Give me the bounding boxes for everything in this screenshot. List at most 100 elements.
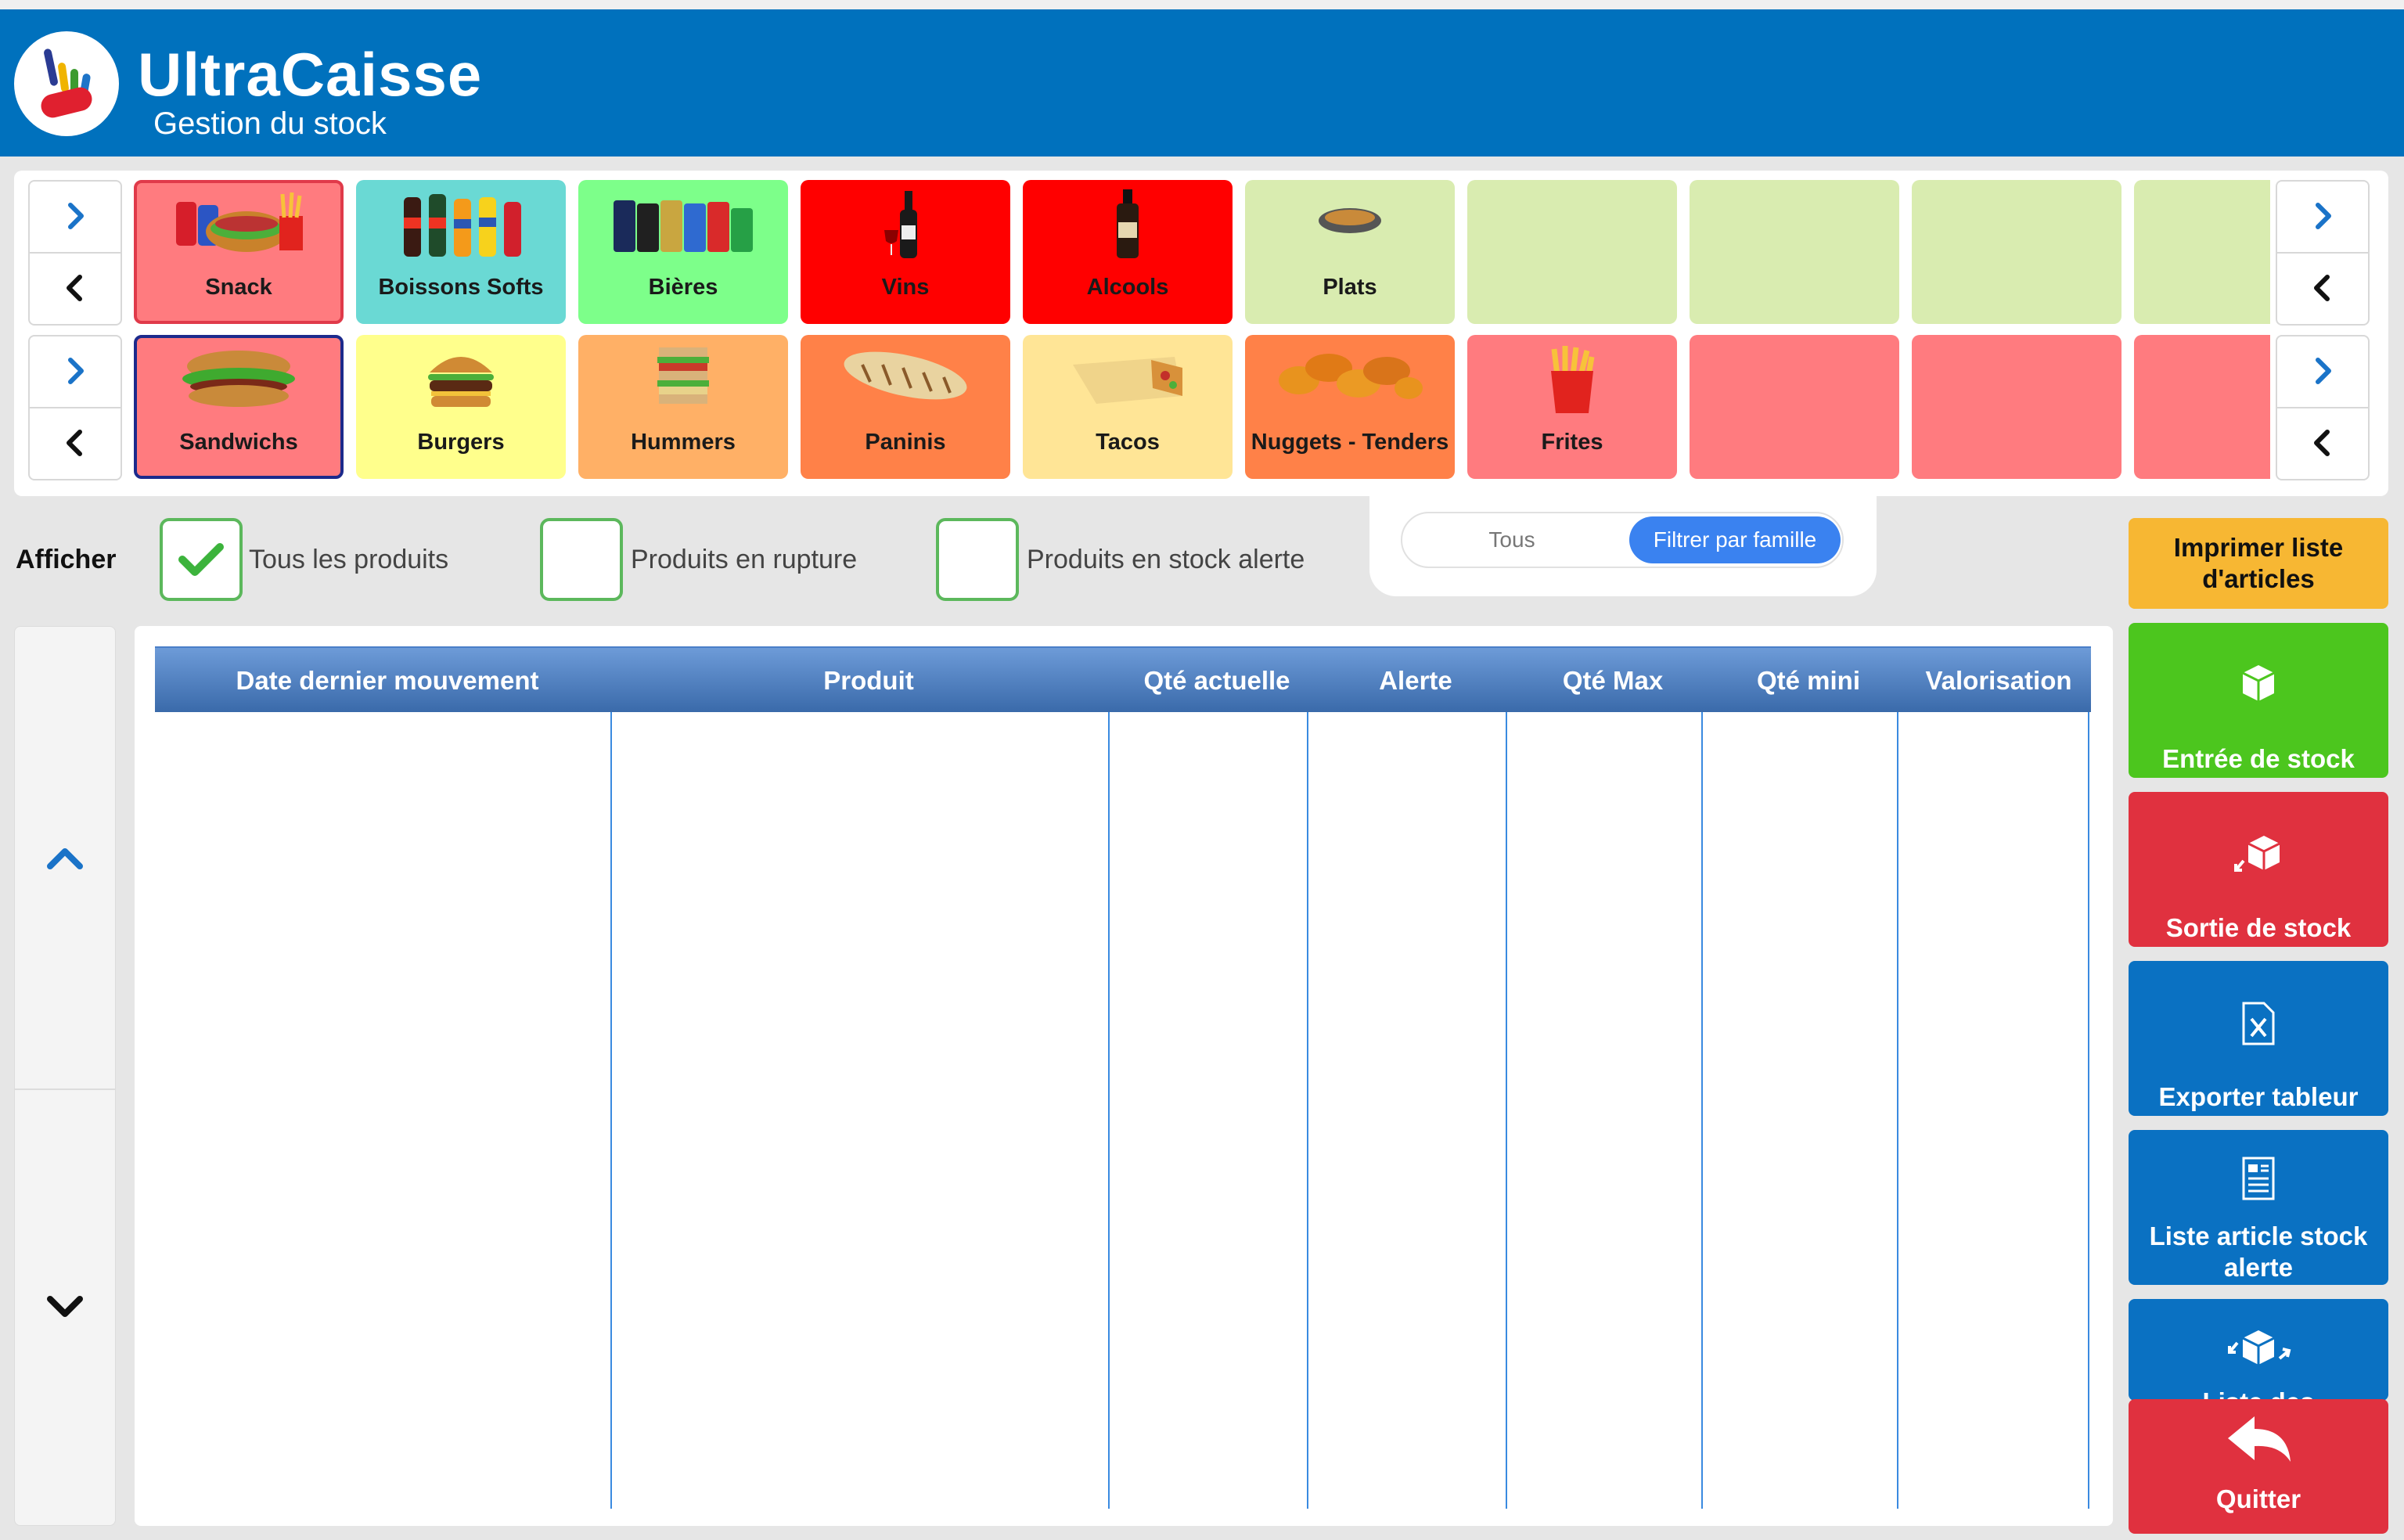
table-header: Date dernier mouvement Produit Qté actue… (155, 646, 2091, 712)
tile-label: Burgers (417, 430, 505, 455)
export-spreadsheet-button[interactable]: Exporter tableur (2129, 961, 2388, 1116)
table-scroll-column (14, 626, 116, 1526)
column-divider (1897, 712, 1898, 1509)
nuggets-image-icon (1276, 341, 1424, 416)
print-list-button[interactable]: Imprimer liste d'articles (2129, 518, 2388, 609)
button-label: Exporter tableur (2158, 1082, 2359, 1111)
scroll-divider (15, 1088, 115, 1090)
chevron-right-icon (68, 358, 84, 384)
family-tile-empty[interactable] (1912, 180, 2121, 324)
tile-label: Bières (648, 275, 718, 300)
scroll-down-button[interactable] (15, 1090, 115, 1525)
boxes-icon (2223, 1327, 2294, 1375)
families-nav-left (28, 180, 122, 326)
tile-label: Snack (205, 275, 272, 300)
spreadsheet-file-icon (2240, 1002, 2276, 1049)
nav-divider (30, 252, 121, 254)
toggle-filtrer-par-famille[interactable]: Filtrer par famille (1629, 516, 1841, 563)
tile-label: Hummers (631, 430, 736, 455)
column-header-produit[interactable]: Produit (823, 666, 914, 695)
button-label: Quitter (2215, 1484, 2301, 1513)
app-title: UltraCaisse (138, 40, 483, 109)
family-tile-boissons-softs[interactable]: Boissons Softs (356, 180, 566, 324)
beer-cans-image-icon (609, 186, 758, 262)
subfamily-tile-empty[interactable] (1690, 335, 1899, 479)
family-tile-vins[interactable]: Vins (801, 180, 1010, 324)
soft-drinks-image-icon (387, 186, 535, 265)
column-divider (1307, 712, 1308, 1509)
chevron-down-icon (47, 1296, 83, 1317)
column-header-qte-max[interactable]: Qté Max (1562, 666, 1664, 695)
subfamily-tile-frites[interactable]: Frites (1467, 335, 1677, 479)
app-header: UltraCaisse Gestion du stock (0, 9, 2404, 157)
column-header-qte-actuelle[interactable]: Qté actuelle (1143, 666, 1290, 695)
chevron-left-icon (2314, 430, 2330, 456)
column-divider (1701, 712, 1703, 1509)
tile-label: Sandwichs (179, 430, 298, 455)
subfamilies-nav-left (28, 335, 122, 480)
toggle-tous[interactable]: Tous (1488, 527, 1535, 552)
family-tile-plats[interactable]: Plats (1245, 180, 1455, 324)
movements-list-button[interactable]: Liste des (2129, 1299, 2388, 1401)
subfamily-tile-tacos[interactable]: Tacos (1023, 335, 1233, 479)
fries-image-icon (1545, 341, 1600, 420)
subfamilies-next-button-right[interactable] (2277, 336, 2368, 405)
subfamily-tile-paninis[interactable]: Paninis (801, 335, 1010, 479)
filter-toggle: Tous Filtrer par famille (1401, 512, 1844, 568)
checkbox-tous-les-produits[interactable] (160, 518, 243, 601)
family-tile-empty[interactable] (1467, 180, 1677, 324)
tile-label: Alcools (1086, 275, 1169, 300)
subfamily-tile-empty[interactable] (2134, 335, 2270, 479)
box-out-icon (2231, 833, 2286, 880)
family-tile-empty[interactable] (1690, 180, 1899, 324)
subfamily-tile-nuggets-tenders[interactable]: Nuggets - Tenders (1245, 335, 1455, 479)
alert-list-button[interactable]: Liste article stock alerte (2129, 1130, 2388, 1285)
checkmark-icon (178, 543, 224, 576)
subfamilies-prev-button[interactable] (30, 408, 121, 477)
button-label: Liste article stock alerte (2149, 1222, 2368, 1282)
subfamily-tile-hummers[interactable]: Hummers (578, 335, 788, 479)
tile-label: Tacos (1096, 430, 1160, 455)
tile-label: Plats (1323, 275, 1377, 300)
chevron-up-icon (47, 848, 83, 869)
family-tile-alcools[interactable]: Alcools (1023, 180, 1233, 324)
nav-divider (2277, 252, 2368, 254)
stock-in-button[interactable]: Entrée de stock (2129, 623, 2388, 778)
families-prev-button[interactable] (30, 254, 121, 322)
subfamilies-nav-right (2276, 335, 2370, 480)
stock-out-button[interactable]: Sortie de stock (2129, 792, 2388, 947)
column-header-qte-mini[interactable]: Qté mini (1756, 666, 1861, 695)
column-divider (1506, 712, 1507, 1509)
box-icon (2240, 664, 2277, 707)
tile-label: Boissons Softs (378, 275, 544, 300)
family-tile-empty[interactable] (2134, 180, 2270, 324)
column-header-valorisation[interactable]: Valorisation (1925, 666, 2072, 695)
app-logo-icon (14, 31, 119, 136)
families-prev-button-right[interactable] (2277, 254, 2368, 322)
families-next-button-right[interactable] (2277, 182, 2368, 250)
subfamily-tile-empty[interactable] (1912, 335, 2121, 479)
snack-image-icon (168, 186, 309, 265)
checkbox-produits-en-rupture[interactable] (540, 518, 623, 601)
subfamilies-prev-button-right[interactable] (2277, 408, 2368, 477)
checkbox-produits-en-stock-alerte[interactable] (936, 518, 1019, 601)
button-label: Liste des (2129, 1387, 2388, 1401)
family-tile-bieres[interactable]: Bières (578, 180, 788, 324)
family-tile-snack[interactable]: Snack (134, 180, 344, 324)
families-next-button[interactable] (30, 182, 121, 250)
subfamilies-next-button[interactable] (30, 336, 121, 405)
tile-label: Paninis (865, 430, 946, 455)
subfamily-tile-burgers[interactable]: Burgers (356, 335, 566, 479)
tile-label: Vins (881, 275, 930, 300)
subfamily-tile-sandwichs[interactable]: Sandwichs (134, 335, 344, 479)
panini-image-icon (839, 341, 972, 416)
sandwich-image-icon (176, 343, 301, 417)
column-header-alerte[interactable]: Alerte (1379, 666, 1452, 695)
tile-label: Frites (1541, 430, 1603, 455)
stock-table: Date dernier mouvement Produit Qté actue… (135, 626, 2113, 1526)
liquor-bottle-image-icon (1104, 186, 1151, 265)
column-header-date[interactable]: Date dernier mouvement (236, 666, 539, 695)
scroll-up-button[interactable] (15, 627, 115, 1088)
nav-divider (30, 407, 121, 408)
quit-button[interactable]: Quitter (2129, 1399, 2388, 1534)
